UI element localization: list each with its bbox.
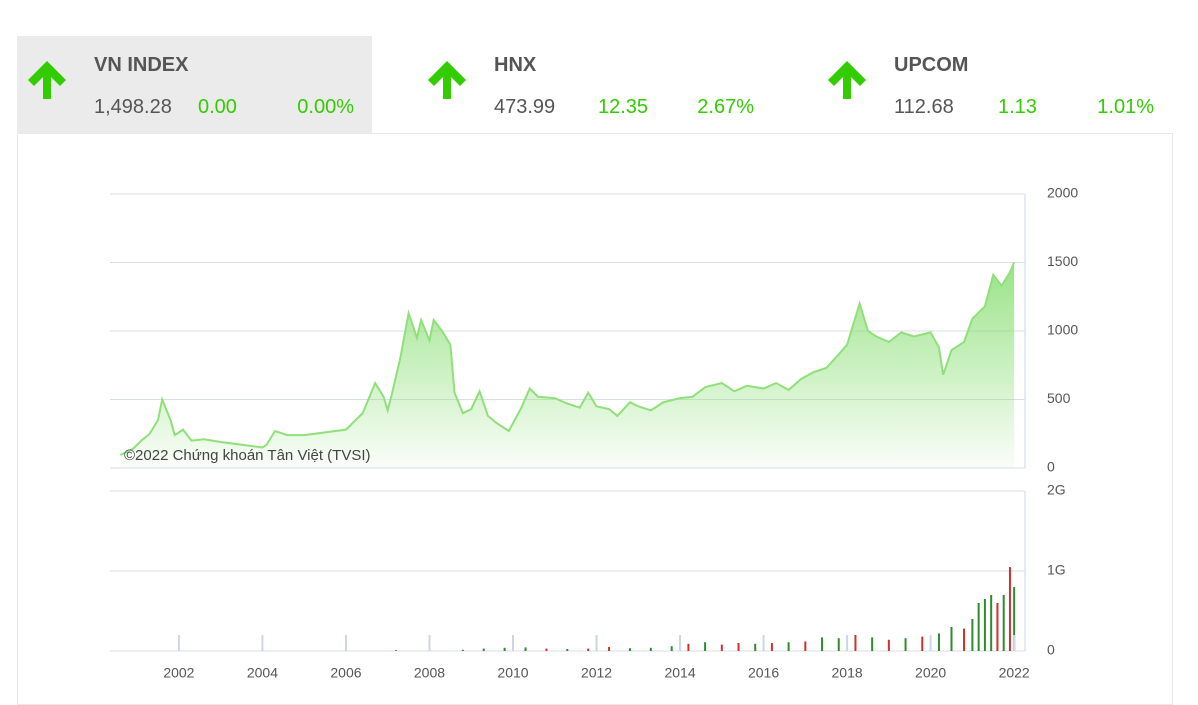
- volume-bar: [821, 637, 824, 651]
- volume-bar: [566, 649, 569, 651]
- volume-bar: [854, 635, 857, 651]
- volume-bar: [904, 638, 907, 651]
- volume-bar: [963, 628, 966, 651]
- volume-bar: [1013, 587, 1016, 651]
- volume-bar: [871, 637, 874, 651]
- volume-bar: [977, 603, 980, 651]
- volume-bar: [670, 646, 673, 651]
- up-arrow: [28, 61, 66, 99]
- volume-bar: [628, 648, 631, 651]
- index-change: 12.35: [598, 96, 649, 118]
- index-name: VN INDEX: [94, 54, 189, 76]
- volume-bar: [524, 647, 527, 651]
- x-tick-label: 2008: [414, 665, 445, 681]
- x-tick-label: 2002: [163, 665, 194, 681]
- volume-bar: [983, 599, 986, 651]
- index-name: HNX: [494, 54, 537, 76]
- x-tick-label: 2010: [497, 665, 528, 681]
- y-tick-label: 500: [1047, 390, 1071, 406]
- index-tile[interactable]: HNX 473.99 12.35 2.67%: [417, 36, 772, 133]
- volume-bar: [687, 643, 690, 651]
- area-fill: [120, 262, 1015, 468]
- y-tick-label: 2G: [1047, 482, 1066, 498]
- line: [119, 262, 1016, 456]
- y-tick-label: 1500: [1047, 253, 1078, 269]
- x-tick-label: 2004: [247, 665, 278, 681]
- volume-bar: [937, 633, 940, 651]
- index-change: 1.13: [998, 96, 1037, 118]
- index-value: 1,498.28: [94, 96, 172, 118]
- volume-bar: [545, 648, 548, 651]
- volume-bar: [503, 647, 506, 651]
- x-tick-label: 2020: [915, 665, 946, 681]
- chart-panel: 0 500 1000 1500 2000 ©2022 Chứng khoán Tân Vi…: [17, 133, 1173, 705]
- y-tick-label: 1000: [1047, 322, 1078, 338]
- volume-bar: [461, 649, 464, 651]
- annotation: ©2022 Chứng khoán Tân Việt (TVSI): [124, 447, 371, 464]
- volume-bar: [395, 650, 398, 651]
- x-tick-label: 2012: [581, 665, 612, 681]
- volume-bar: [990, 595, 993, 651]
- y-tick-label: 0: [1047, 459, 1055, 475]
- index-tile[interactable]: UPCOM 112.68 1.13 1.01%: [817, 36, 1172, 133]
- index-value: 473.99: [494, 96, 556, 118]
- volume-bar: [704, 642, 707, 651]
- volume-bar: [1002, 595, 1005, 651]
- volume-bar: [804, 641, 807, 651]
- x-tick-label: 2022: [999, 665, 1030, 681]
- index-value: 112.68: [894, 96, 954, 118]
- chart: 0 500 1000 1500 2000 ©2022 Chứng khoán Tân Vi…: [110, 185, 1078, 681]
- volume-bar: [770, 643, 773, 651]
- x-tick-label: 2018: [832, 665, 863, 681]
- index-change: 0.00: [198, 96, 237, 118]
- x-tick-label: 2016: [748, 665, 779, 681]
- up-arrow: [428, 61, 466, 99]
- y-tick-label: 1G: [1047, 562, 1066, 578]
- y-tick-label: 0: [1047, 642, 1055, 658]
- volume-bar: [737, 643, 740, 651]
- volume-bar: [887, 639, 890, 651]
- volume-bar: [754, 643, 757, 651]
- volume-bar: [971, 619, 974, 651]
- y-tick-label: 2000: [1047, 185, 1078, 201]
- volume-bar: [608, 647, 611, 651]
- volume-bar: [1008, 567, 1011, 651]
- volume-bar: [787, 642, 790, 651]
- volume-bar: [837, 638, 840, 651]
- up-arrow: [828, 61, 866, 99]
- volume-bar: [587, 648, 590, 651]
- volume-bar: [996, 603, 999, 651]
- index-name: UPCOM: [894, 54, 969, 76]
- volume-bar: [482, 648, 485, 651]
- index-percent: 2.67%: [697, 96, 754, 118]
- x-tick-label: 2014: [664, 665, 695, 681]
- index-percent: 1.01%: [1097, 96, 1154, 118]
- index-tile[interactable]: VN INDEX 1,498.28 0.00 0.00%: [17, 36, 372, 133]
- volume-bar: [950, 627, 953, 651]
- volume-bar: [649, 647, 652, 651]
- volume-bar: [921, 636, 924, 651]
- index-percent: 0.00%: [297, 96, 354, 118]
- x-tick-label: 2006: [330, 665, 361, 681]
- volume-bar: [720, 644, 723, 651]
